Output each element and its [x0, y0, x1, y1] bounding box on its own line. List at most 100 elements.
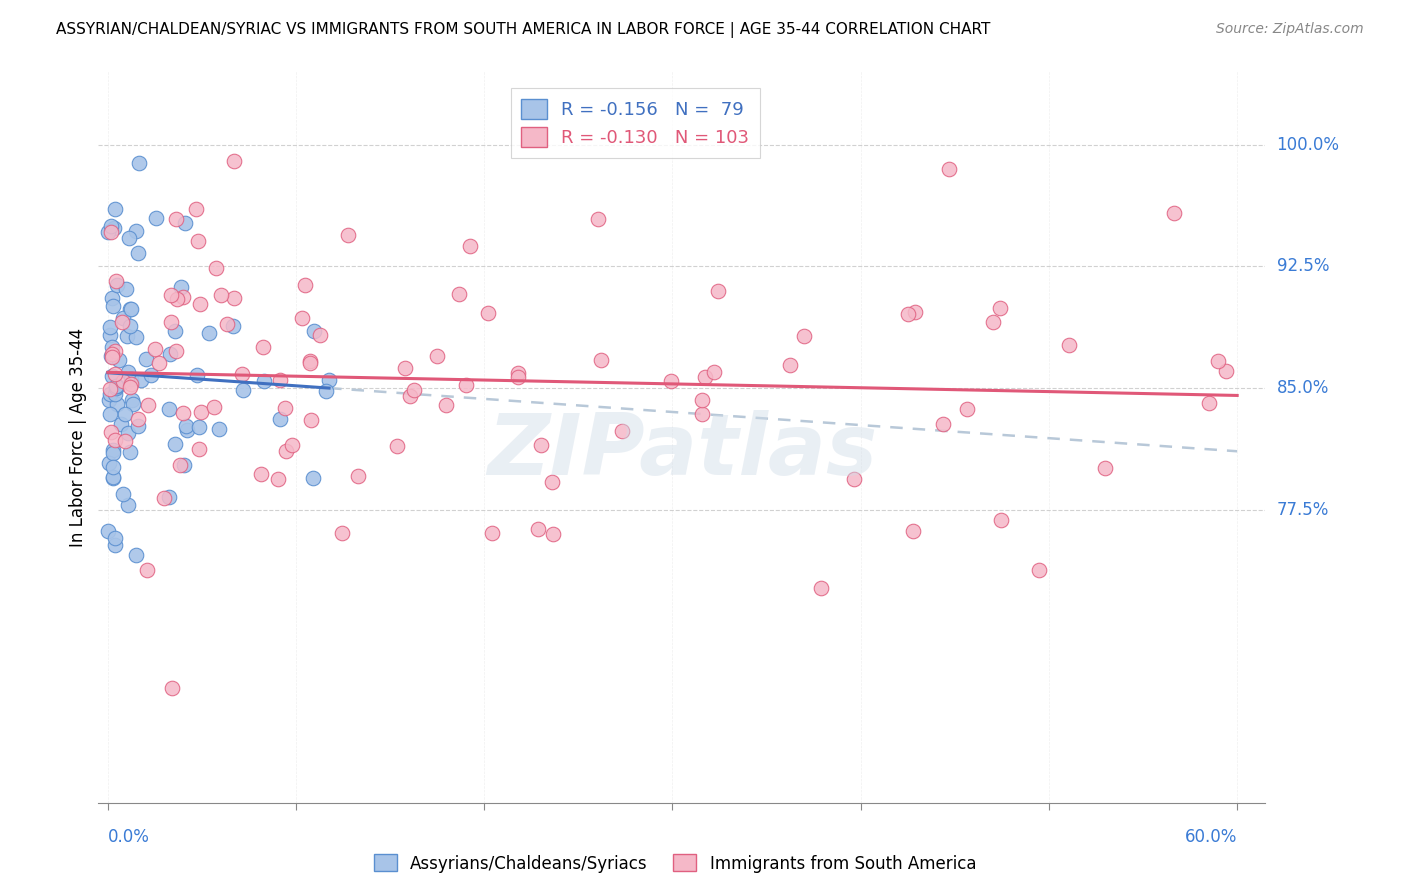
Point [104, 538, 127, 552]
Point [844, 472, 866, 486]
Point [100, 340, 122, 354]
Point [172, 290, 194, 304]
Point [274, 401, 297, 415]
Point [101, 446, 124, 460]
Point [122, 397, 145, 411]
Point [232, 383, 254, 397]
Point [105, 274, 128, 288]
Point [173, 458, 195, 472]
Text: ZIPatlas: ZIPatlas [486, 410, 877, 493]
Point [121, 392, 143, 407]
Point [114, 407, 136, 421]
Point [215, 317, 238, 331]
Point [160, 681, 183, 695]
Point [159, 347, 181, 361]
Point [118, 231, 141, 245]
Point [98, 408, 121, 422]
Point [481, 526, 503, 541]
Point [120, 377, 142, 392]
Point [188, 419, 211, 434]
Point [100, 425, 122, 440]
Point [281, 438, 304, 452]
Point [148, 356, 170, 370]
Point [120, 302, 142, 317]
Point [111, 487, 134, 501]
Point [97, 225, 120, 239]
Point [173, 217, 195, 231]
Point [190, 405, 212, 419]
Text: Source: ZipAtlas.com: Source: ZipAtlas.com [1216, 22, 1364, 37]
Point [897, 307, 920, 321]
Point [810, 581, 832, 595]
Point [118, 379, 141, 393]
Point [128, 156, 150, 170]
Point [117, 365, 139, 379]
Point [330, 525, 353, 540]
Point [198, 326, 221, 341]
Point [100, 347, 122, 361]
Point [298, 355, 321, 369]
Point [707, 284, 730, 298]
Point [1206, 354, 1229, 368]
Point [394, 361, 416, 376]
Point [1028, 563, 1050, 577]
Point [184, 202, 207, 216]
Point [269, 412, 291, 426]
Point [695, 370, 717, 384]
Point [222, 291, 245, 305]
Point [160, 315, 183, 329]
Point [901, 524, 924, 538]
Point [125, 329, 148, 343]
Point [456, 378, 478, 392]
Point [100, 225, 122, 239]
Point [318, 373, 340, 387]
Point [115, 282, 138, 296]
Point [703, 365, 725, 379]
Point [172, 406, 194, 420]
Point [1163, 206, 1185, 220]
Point [904, 305, 927, 319]
Point [101, 469, 124, 483]
Point [458, 239, 481, 253]
Text: 77.5%: 77.5% [1277, 501, 1329, 519]
Text: 92.5%: 92.5% [1277, 258, 1329, 276]
Y-axis label: In Labor Force | Age 35-44: In Labor Force | Age 35-44 [69, 327, 87, 547]
Point [187, 234, 209, 248]
Point [98, 382, 121, 396]
Legend: Assyrians/Chaldeans/Syriacs, Immigrants from South America: Assyrians/Chaldeans/Syriacs, Immigrants … [367, 847, 983, 880]
Point [163, 324, 186, 338]
Point [101, 442, 124, 457]
Point [127, 246, 149, 260]
Point [347, 468, 370, 483]
Point [224, 153, 246, 168]
Point [97, 457, 120, 471]
Point [269, 373, 291, 387]
Point [398, 389, 420, 403]
Point [294, 278, 316, 293]
Text: ASSYRIAN/CHALDEAN/SYRIAC VS IMMIGRANTS FROM SOUTH AMERICA IN LABOR FORCE | AGE 3: ASSYRIAN/CHALDEAN/SYRIAC VS IMMIGRANTS F… [56, 22, 991, 38]
Text: 100.0%: 100.0% [1277, 136, 1340, 153]
Point [336, 228, 359, 243]
Point [249, 467, 271, 481]
Point [186, 368, 208, 382]
Point [426, 350, 449, 364]
Point [1057, 338, 1080, 352]
Point [115, 328, 138, 343]
Point [309, 328, 332, 343]
Point [101, 351, 124, 365]
Point [105, 277, 128, 292]
Point [793, 329, 815, 343]
Point [114, 434, 136, 448]
Point [112, 374, 135, 388]
Point [659, 374, 682, 388]
Point [100, 349, 122, 363]
Point [112, 311, 135, 326]
Point [103, 299, 125, 313]
Point [120, 372, 142, 386]
Point [956, 402, 979, 417]
Point [104, 531, 127, 545]
Point [135, 351, 157, 366]
Point [315, 384, 337, 398]
Point [541, 475, 564, 489]
Point [208, 422, 231, 436]
